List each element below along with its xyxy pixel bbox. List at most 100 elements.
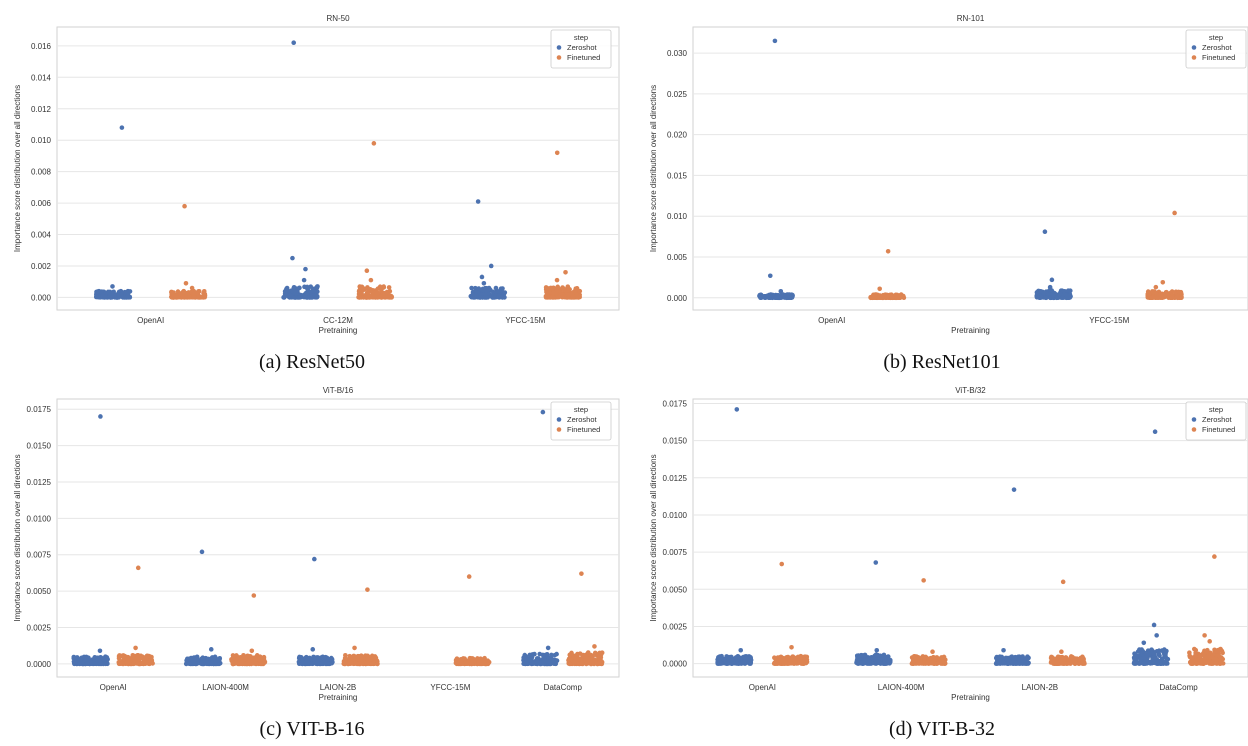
panel-vit-b16: 0.0000 0.0025 0.0050 0.0075 0.0100 0.0125 0.01… — [0, 374, 624, 746]
data-point — [1042, 229, 1048, 235]
legend-entry: Zeroshot — [567, 43, 598, 52]
data-point — [717, 657, 723, 662]
data-point — [734, 407, 740, 412]
data-point — [791, 661, 797, 666]
data-point — [1038, 295, 1044, 300]
y-tick-label: 0.0025 — [27, 624, 52, 633]
data-point — [934, 655, 940, 660]
data-point — [997, 658, 1002, 664]
legend-marker — [1191, 417, 1197, 422]
data-point — [565, 292, 571, 297]
data-point — [888, 294, 894, 299]
data-point — [565, 284, 571, 289]
data-point — [373, 655, 379, 661]
data-point — [311, 289, 317, 294]
data-point — [1154, 649, 1160, 654]
data-point — [364, 268, 370, 273]
data-point — [574, 286, 580, 291]
data-point — [721, 657, 727, 662]
data-point — [1133, 661, 1139, 666]
data-point — [748, 655, 753, 660]
data-point — [1157, 653, 1162, 659]
data-point — [230, 661, 236, 667]
data-point — [938, 660, 943, 665]
data-point — [1132, 651, 1137, 656]
y-tick-label: 0.005 — [667, 253, 688, 262]
chart-title: ViT-B/16 — [323, 386, 354, 395]
data-point — [579, 571, 584, 576]
y-tick-label: 0.015 — [667, 171, 688, 180]
data-point — [556, 294, 562, 300]
data-point — [1061, 656, 1067, 662]
data-point — [258, 658, 264, 663]
data-point — [205, 661, 210, 666]
y-tick-label: 0.012 — [31, 105, 52, 114]
y-tick-label: 0.020 — [667, 131, 688, 140]
data-point — [116, 655, 122, 661]
data-point — [493, 285, 499, 291]
data-point — [480, 287, 486, 293]
data-point — [778, 288, 784, 294]
data-point — [103, 294, 108, 300]
data-point — [498, 294, 504, 300]
data-point — [342, 661, 347, 667]
x-axis-label: Pretraining — [319, 326, 358, 335]
y-axis-label: Importance score distribution over all d… — [13, 85, 22, 252]
data-point — [862, 658, 868, 663]
data-point — [125, 294, 130, 299]
data-point — [1154, 633, 1159, 638]
data-point — [893, 292, 899, 298]
data-point — [246, 660, 252, 665]
data-point — [1193, 653, 1198, 659]
data-point — [479, 274, 485, 280]
y-tick-label: 0.0175 — [663, 399, 688, 408]
data-point — [1150, 655, 1155, 660]
data-point — [592, 644, 597, 649]
data-point — [1054, 659, 1060, 665]
y-tick-label: 0.010 — [667, 212, 688, 221]
data-point — [287, 292, 293, 298]
data-point — [1020, 657, 1026, 663]
chart-title: ViT-B/32 — [955, 386, 986, 395]
data-point — [897, 294, 903, 300]
data-point — [312, 556, 317, 562]
data-point — [855, 661, 861, 666]
data-point — [209, 660, 215, 666]
y-axis-label: Importance score distribution over all d… — [649, 85, 658, 252]
data-point — [72, 659, 78, 665]
y-tick-label: 0.000 — [667, 294, 688, 303]
data-point — [549, 657, 555, 663]
data-point — [877, 286, 883, 292]
data-point — [454, 657, 460, 662]
x-axis-label: Pretraining — [951, 693, 990, 702]
data-point — [878, 661, 883, 666]
data-point — [107, 290, 112, 295]
data-point — [1151, 289, 1156, 294]
data-point — [1164, 659, 1169, 665]
data-point — [133, 645, 138, 651]
data-point — [120, 661, 126, 667]
data-point — [1167, 295, 1173, 300]
y-tick-label: 0.000 — [31, 293, 52, 302]
data-point — [578, 661, 584, 667]
y-tick-label: 0.010 — [31, 136, 52, 145]
data-point — [1054, 295, 1060, 301]
x-tick-label: LAION-2B — [1022, 683, 1058, 692]
data-point — [355, 653, 361, 659]
data-point — [575, 651, 580, 657]
legend-marker — [1191, 55, 1197, 60]
data-point — [249, 657, 255, 663]
data-point — [1160, 279, 1166, 285]
data-point — [282, 289, 288, 294]
data-point — [379, 294, 384, 300]
data-point — [799, 659, 804, 664]
data-point — [308, 284, 314, 289]
data-point — [375, 661, 380, 667]
data-point — [356, 660, 362, 666]
data-point — [1175, 293, 1181, 299]
panel-rn101: 0.000 0.005 0.010 0.015 0.020 0.025 0.030 OpenA… — [636, 0, 1248, 380]
data-point — [871, 294, 876, 300]
data-point — [1034, 291, 1040, 296]
data-point — [550, 294, 556, 299]
data-point — [365, 587, 370, 592]
